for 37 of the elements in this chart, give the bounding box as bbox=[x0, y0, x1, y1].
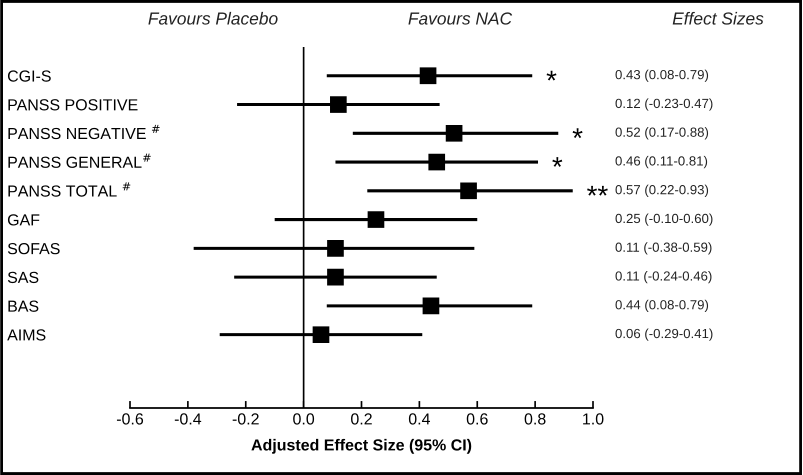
data-label: 0.11 (-0.38-0.59) bbox=[616, 242, 712, 254]
data-label: 0.06 (-0.29-0.41) bbox=[616, 328, 712, 341]
x-tick-label: 0.4 bbox=[408, 413, 430, 425]
x-tick-label: 0.6 bbox=[466, 413, 488, 425]
y-tick-label: GAF bbox=[8, 214, 40, 226]
data-label: 0.46 (0.11-0.81) bbox=[616, 156, 708, 168]
data-label: 0.12 (-0.23-0.47) bbox=[616, 98, 712, 111]
data-label: 0.43 (0.08-0.79) bbox=[616, 70, 708, 82]
y-tick-label: PANSS TOTAL $^{#}$ bbox=[8, 182, 130, 197]
x-tick-label: -0.4 bbox=[174, 413, 202, 425]
data-label: 0.52 (0.17-0.88) bbox=[616, 127, 708, 140]
y-tick-label: PANSS POSITIVE bbox=[8, 99, 138, 110]
data-label: 0.25 (-0.10-0.60) bbox=[616, 213, 712, 226]
y-tick-label: CGI-S bbox=[8, 70, 51, 82]
data-label: 0.11 (-0.24-0.46) bbox=[616, 270, 712, 284]
y-tick-label: AIMS bbox=[7, 329, 46, 341]
y-tick-label: SOFAS bbox=[8, 242, 60, 254]
x-tick-label: 0.0 bbox=[293, 413, 314, 425]
data-label: 0.44 (0.08-0.79) bbox=[616, 300, 708, 312]
x-tick-label: 0.8 bbox=[524, 413, 546, 425]
text: Favours NAC bbox=[408, 12, 512, 25]
x-tick-label: -0.6 bbox=[116, 413, 144, 425]
y-tick-label: PANSS NEGATIVE $^{#}$ bbox=[8, 124, 160, 140]
x-tick-label: 0.2 bbox=[351, 413, 372, 425]
text: Favours Placebo bbox=[148, 12, 278, 25]
y-tick-label: BAS bbox=[8, 300, 38, 312]
annotation: ** bbox=[587, 186, 608, 196]
data-label: 0.57 (0.22-0.93) bbox=[616, 184, 708, 197]
y-tick-label: SAS bbox=[8, 272, 38, 284]
annotation: * bbox=[572, 128, 583, 138]
x-tick-label: 1.0 bbox=[583, 413, 604, 425]
text: Effect Sizes bbox=[672, 12, 764, 25]
y-tick-label: PANSS GENERAL$^{#}$ bbox=[8, 154, 151, 168]
x-tick-label: -0.2 bbox=[232, 413, 259, 425]
annotation: * bbox=[546, 70, 556, 81]
annotation: * bbox=[552, 157, 562, 167]
x-axis-title: Adjusted Effect Size (95% CI) bbox=[251, 438, 472, 454]
